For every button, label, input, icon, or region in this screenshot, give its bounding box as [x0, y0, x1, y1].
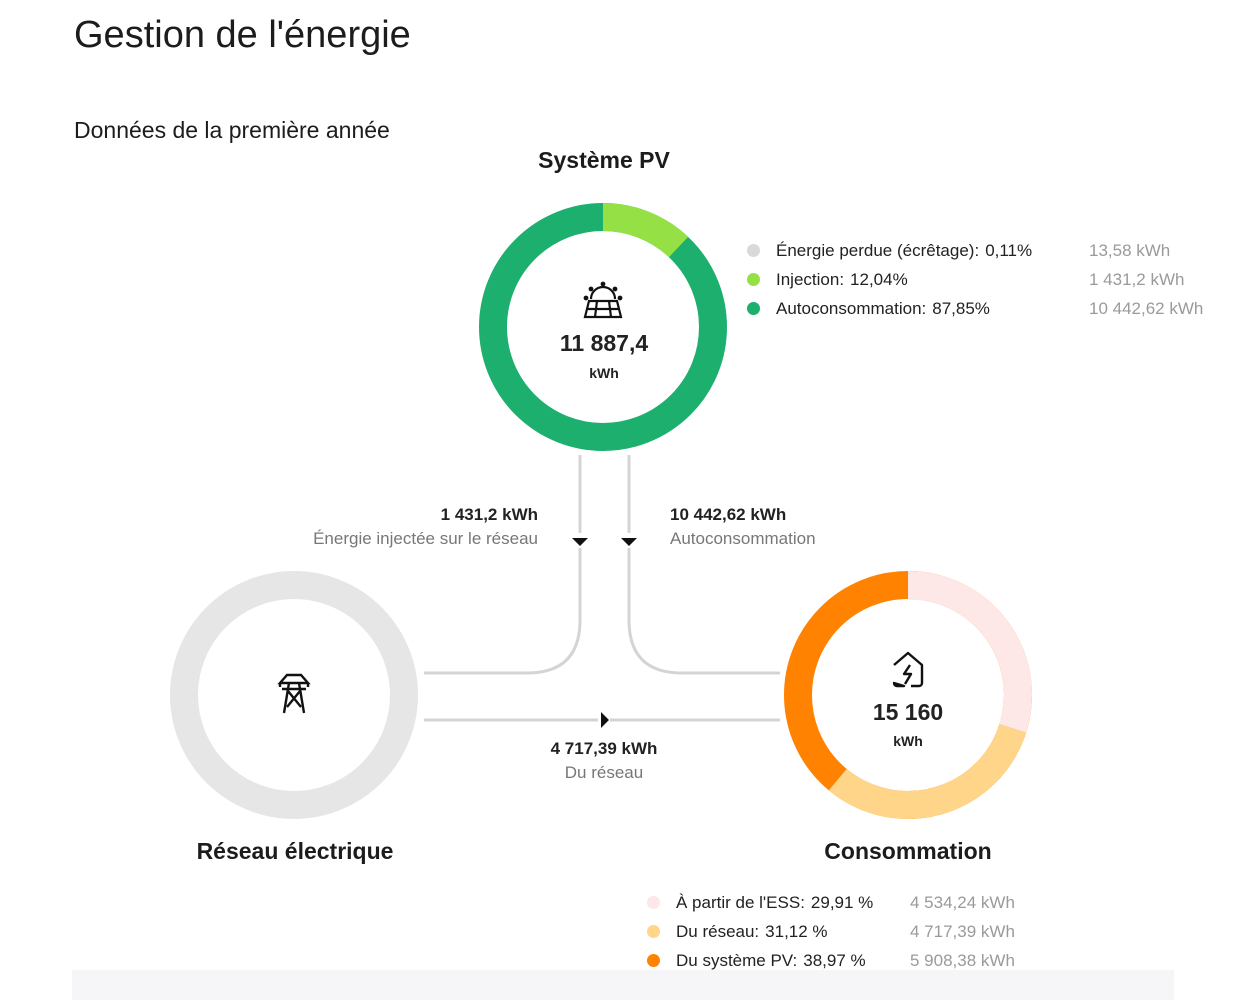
pv-legend: Énergie perdue (écrêtage): 0,11% 13,58 k…: [747, 236, 1227, 323]
bottom-panel: [72, 970, 1174, 1000]
consumption-total-value: 15 160: [872, 699, 944, 725]
arrow-down-icon: [572, 538, 588, 546]
page-title: Gestion de l'énergie: [74, 14, 411, 56]
section-title: Données de la première année: [74, 117, 390, 143]
power-tower-icon: [277, 673, 311, 714]
legend-item-clipping[interactable]: Énergie perdue (écrêtage): 0,11% 13,58 k…: [747, 236, 1227, 265]
consumption-title: Consommation: [824, 838, 992, 864]
pv-system-title: Système PV: [538, 147, 670, 173]
legend-item-from-pv[interactable]: Du système PV: 38,97 % 5 908,38 kWh: [647, 946, 1067, 975]
legend-dot-icon: [647, 896, 660, 909]
self-consumption-flow-label: 10 442,62 kWh Autoconsommation: [670, 505, 816, 548]
legend-item-ess[interactable]: À partir de l'ESS: 29,91 % 4 534,24 kWh: [647, 888, 1067, 917]
injection-flow-label: 1 431,2 kWh Énergie injectée sur le rése…: [313, 505, 538, 548]
grid-title: Réseau électrique: [196, 838, 394, 864]
pv-total-unit: kWh: [589, 365, 619, 381]
from-grid-flow-label: 4 717,39 kWh Du réseau: [550, 739, 658, 782]
legend-item-injection[interactable]: Injection: 12,04% 1 431,2 kWh: [747, 265, 1227, 294]
pv-total-value: 11 887,4: [559, 330, 649, 356]
arrow-right-icon: [601, 712, 609, 728]
legend-dot-icon: [647, 954, 660, 967]
house-lightning-icon: [892, 651, 924, 688]
legend-item-self-consumption[interactable]: Autoconsommation: 87,85% 10 442,62 kWh: [747, 294, 1227, 323]
solar-panel-icon: [583, 281, 623, 319]
arrow-down-icon: [621, 538, 637, 546]
legend-item-from-grid[interactable]: Du réseau: 31,12 % 4 717,39 kWh: [647, 917, 1067, 946]
legend-dot-icon: [747, 244, 760, 257]
pv-donut-chart[interactable]: [479, 203, 727, 451]
consumption-legend: À partir de l'ESS: 29,91 % 4 534,24 kWh …: [647, 888, 1067, 975]
legend-dot-icon: [747, 273, 760, 286]
consumption-donut-chart[interactable]: [784, 571, 1032, 819]
legend-dot-icon: [747, 302, 760, 315]
consumption-total-unit: kWh: [893, 733, 923, 749]
grid-ring[interactable]: [170, 571, 418, 819]
legend-dot-icon: [647, 925, 660, 938]
